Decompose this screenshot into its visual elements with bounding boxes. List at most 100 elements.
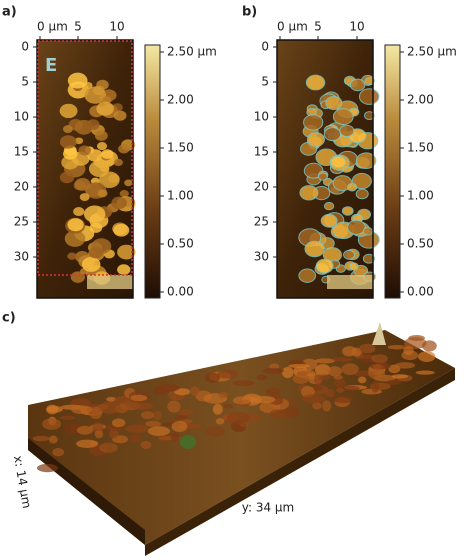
- colorbar: [144, 44, 161, 299]
- grain: [343, 249, 356, 260]
- x-tick-label: 5: [314, 20, 322, 34]
- x-tick-label: 10: [349, 20, 364, 34]
- grain: [101, 149, 114, 159]
- surface-bump: [48, 435, 58, 444]
- colorbar-tick-label: 1.00: [407, 189, 434, 203]
- surface-bump: [147, 426, 170, 436]
- colorbar-tick-label: 0.50: [167, 237, 194, 251]
- grain: [63, 125, 73, 133]
- surface-bump: [265, 387, 281, 396]
- surface-bump: [141, 411, 154, 420]
- surface-bump: [217, 369, 239, 379]
- grain: [59, 171, 75, 184]
- grain: [73, 207, 85, 217]
- surface-bump: [292, 373, 310, 384]
- surface-bump: [218, 391, 229, 399]
- grain: [303, 114, 324, 131]
- surface-bump: [314, 364, 331, 376]
- surface-bump: [215, 417, 225, 425]
- surface-bump: [355, 354, 376, 359]
- grain: [118, 144, 130, 154]
- afm-frame: [36, 39, 134, 299]
- y-tick-label: 10: [254, 110, 269, 124]
- grain: [317, 172, 328, 181]
- inset-label: E: [45, 55, 57, 76]
- y-tick-label: 15: [254, 145, 269, 159]
- surface-bump: [368, 366, 380, 379]
- surface-bump: [94, 430, 104, 439]
- colorbar: [384, 44, 401, 299]
- surface-bump: [111, 418, 126, 428]
- grain: [59, 135, 77, 149]
- surface-bump: [99, 442, 118, 453]
- x-tick-label: 5: [74, 20, 82, 34]
- y-tick-label: 5: [261, 75, 269, 89]
- y-tick-label: 10: [14, 110, 29, 124]
- surface-bump: [373, 364, 382, 370]
- grain: [74, 177, 91, 191]
- surface-bump: [288, 363, 310, 368]
- colorbar-tick-label: 2.00: [167, 93, 194, 107]
- surface-bump: [106, 396, 117, 402]
- surface-bump: [403, 346, 414, 356]
- grain: [97, 189, 108, 198]
- y-tick-label: 25: [14, 215, 29, 229]
- grain: [96, 142, 108, 151]
- surface-bump: [190, 386, 200, 396]
- surface-bump: [385, 379, 402, 385]
- x-tick-label: 0 µm: [37, 20, 68, 34]
- grain: [78, 145, 91, 156]
- grain: [298, 268, 317, 283]
- grain: [79, 193, 90, 202]
- surface-bump: [371, 354, 388, 363]
- grain: [364, 111, 375, 120]
- panel-label: b): [242, 5, 257, 20]
- surface-bump: [156, 384, 180, 392]
- surface-bump: [421, 340, 437, 352]
- surface-bump: [336, 387, 345, 393]
- surface-bump: [404, 337, 427, 349]
- grain: [88, 247, 103, 259]
- surface-bump: [174, 415, 189, 421]
- grain: [325, 96, 343, 110]
- y-tick-label: 30: [254, 250, 269, 264]
- grain: [355, 188, 369, 200]
- grain: [355, 152, 377, 170]
- surface-bump: [205, 372, 220, 383]
- surface-edge: [28, 438, 145, 545]
- grain: [362, 253, 376, 264]
- grain: [81, 257, 101, 272]
- grain: [339, 124, 355, 138]
- surface-bump: [387, 344, 407, 350]
- surface-bump: [371, 380, 380, 393]
- y-tick-label: 5: [21, 75, 29, 89]
- grain: [330, 155, 347, 169]
- grain: [347, 219, 366, 235]
- grain: [96, 101, 114, 116]
- surface-bump: [359, 343, 376, 354]
- surface-bump: [394, 362, 416, 369]
- surface-bump: [152, 410, 162, 421]
- y-axis-label: y: 34 µm: [242, 501, 295, 515]
- grain: [306, 132, 325, 147]
- colorbar-tick-label: 2.50 µm: [167, 45, 217, 59]
- grain: [341, 206, 354, 216]
- surface-bump: [59, 415, 76, 420]
- grain: [332, 108, 354, 126]
- grain: [364, 76, 375, 86]
- surface-peak: [180, 435, 196, 449]
- surface-bump: [76, 439, 99, 449]
- y-tick-label: 20: [14, 180, 29, 194]
- surface-bump: [256, 374, 268, 381]
- surface-bump: [269, 409, 288, 419]
- surface-bump: [145, 420, 161, 427]
- surface-bump: [46, 405, 63, 413]
- surface-bump: [52, 448, 65, 457]
- surface-bump: [341, 385, 360, 391]
- colorbar-tick-label: 1.50: [167, 141, 194, 155]
- surface-bump: [177, 408, 194, 416]
- surface-bump: [376, 369, 386, 378]
- surface-bump: [281, 366, 294, 379]
- y-tick-label: 0: [21, 40, 29, 54]
- surface-bump: [130, 394, 148, 402]
